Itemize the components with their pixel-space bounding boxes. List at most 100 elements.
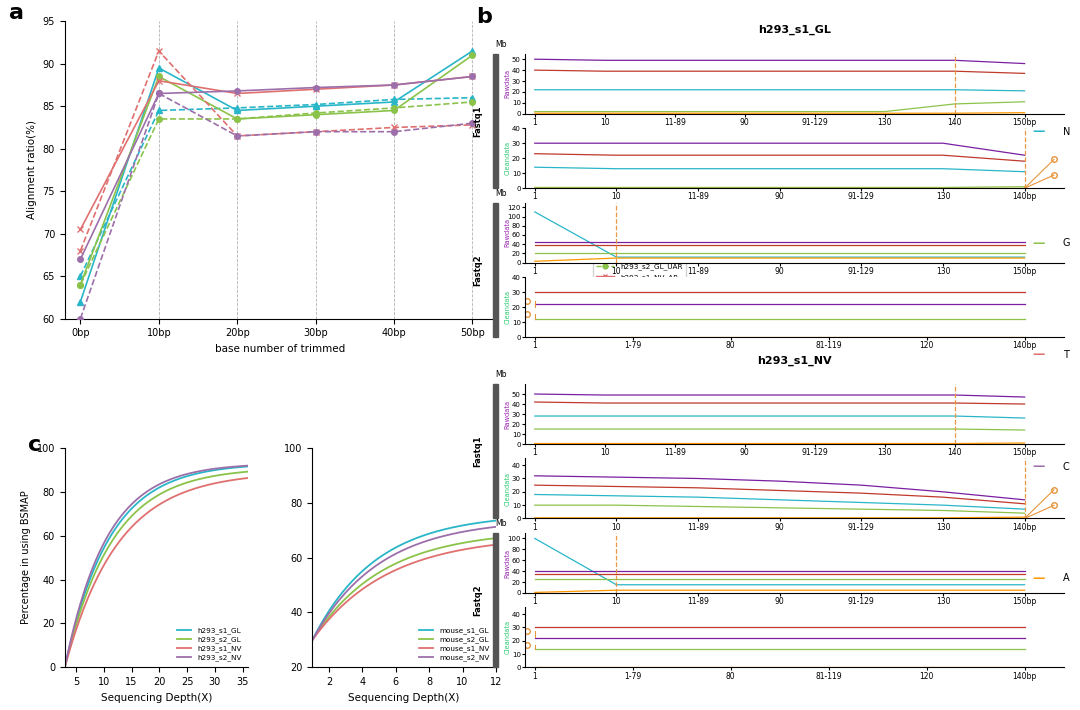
Line: mouse_s1_NV: mouse_s1_NV bbox=[312, 545, 496, 640]
Text: G: G bbox=[1063, 239, 1070, 248]
Legend: h293_s1_GL_AR, h293_s1_GL_UAR, h293_s2_GL_AR, h293_s2_GL_UAR, h293_s1_NV_AR, h29: h293_s1_GL_AR, h293_s1_GL_UAR, h293_s2_G… bbox=[593, 217, 686, 315]
mouse_s1_GL bbox=[489, 516, 502, 525]
mouse_s1_GL bbox=[306, 635, 319, 644]
h293_s2_NV bbox=[167, 474, 180, 482]
h293_s2_GL bbox=[171, 482, 184, 491]
Text: Mb: Mb bbox=[496, 519, 507, 528]
Text: h293_s1_GL: h293_s1_GL bbox=[758, 25, 831, 36]
mouse_s2_NV bbox=[415, 538, 428, 547]
mouse_s1_NV bbox=[460, 545, 473, 553]
h293_s1_NV bbox=[59, 661, 72, 670]
mouse_s1_NV bbox=[472, 542, 485, 551]
h293_s2_NV bbox=[242, 462, 255, 470]
mouse_s2_NV bbox=[306, 635, 319, 644]
Text: Cleandata: Cleandata bbox=[504, 621, 511, 655]
mouse_s2_NV bbox=[460, 527, 473, 535]
h293_s2_GL bbox=[167, 483, 180, 491]
X-axis label: Sequencing Depth(X): Sequencing Depth(X) bbox=[349, 693, 460, 703]
mouse_s1_NV bbox=[307, 635, 320, 643]
Text: Fastq1: Fastq1 bbox=[473, 435, 482, 467]
h293_s1_GL bbox=[58, 663, 71, 672]
h293_s1_NV bbox=[242, 474, 255, 482]
mouse_s2_GL bbox=[415, 549, 428, 557]
mouse_s1_NV bbox=[306, 635, 319, 644]
Text: b: b bbox=[476, 7, 492, 27]
h293_s1_NV bbox=[167, 493, 180, 501]
h293_s2_NV bbox=[59, 660, 72, 669]
Text: Mb: Mb bbox=[496, 40, 507, 49]
Line: h293_s1_GL: h293_s1_GL bbox=[65, 466, 248, 667]
h293_s1_GL bbox=[167, 476, 180, 485]
mouse_s2_GL bbox=[415, 549, 428, 557]
mouse_s2_GL bbox=[307, 635, 320, 643]
h293_s1_GL bbox=[213, 465, 226, 474]
Text: Fastq2: Fastq2 bbox=[473, 584, 482, 616]
mouse_s1_GL bbox=[415, 532, 428, 540]
Y-axis label: Alignment ratio(%): Alignment ratio(%) bbox=[27, 121, 37, 219]
Line: mouse_s1_GL: mouse_s1_GL bbox=[312, 520, 496, 640]
Text: N: N bbox=[1063, 127, 1070, 137]
h293_s1_GL bbox=[171, 475, 184, 484]
Text: Fastq2: Fastq2 bbox=[473, 254, 482, 285]
h293_s1_NV bbox=[171, 491, 184, 499]
Text: T: T bbox=[1063, 350, 1068, 360]
h293_s1_NV bbox=[225, 476, 238, 484]
h293_s1_GL bbox=[242, 462, 255, 471]
h293_s2_GL bbox=[242, 467, 255, 476]
h293_s2_NV bbox=[167, 474, 180, 483]
mouse_s1_NV bbox=[415, 556, 428, 564]
h293_s2_NV bbox=[58, 663, 71, 672]
mouse_s2_GL bbox=[472, 536, 485, 545]
X-axis label: Sequencing Depth(X): Sequencing Depth(X) bbox=[100, 693, 212, 703]
mouse_s2_GL bbox=[306, 635, 319, 644]
h293_s2_NV bbox=[213, 464, 226, 472]
mouse_s1_NV bbox=[489, 540, 502, 549]
Text: —: — bbox=[1032, 237, 1045, 250]
mouse_s1_GL bbox=[415, 532, 428, 540]
mouse_s1_GL bbox=[460, 520, 473, 529]
mouse_s2_GL bbox=[489, 534, 502, 542]
mouse_s1_NV bbox=[415, 556, 428, 564]
h293_s2_GL bbox=[167, 484, 180, 492]
Text: Mb: Mb bbox=[496, 370, 507, 379]
Text: C: C bbox=[1063, 462, 1069, 471]
h293_s2_NV bbox=[225, 463, 238, 471]
h293_s1_NV bbox=[58, 663, 71, 672]
Text: —: — bbox=[1032, 572, 1045, 584]
Text: —: — bbox=[1032, 460, 1045, 473]
Text: Cleandata: Cleandata bbox=[504, 290, 511, 324]
h293_s2_GL bbox=[213, 471, 226, 479]
Text: Cleandata: Cleandata bbox=[504, 471, 511, 506]
mouse_s1_GL bbox=[418, 531, 431, 540]
Line: h293_s2_GL: h293_s2_GL bbox=[65, 471, 248, 667]
h293_s2_NV bbox=[171, 473, 184, 481]
Line: h293_s1_NV: h293_s1_NV bbox=[65, 478, 248, 667]
h293_s2_GL bbox=[58, 663, 71, 672]
mouse_s2_NV bbox=[307, 635, 320, 643]
h293_s2_GL bbox=[59, 660, 72, 669]
Text: a: a bbox=[9, 4, 24, 23]
h293_s2_GL bbox=[225, 469, 238, 478]
Line: h293_s2_NV: h293_s2_NV bbox=[65, 466, 248, 667]
Text: Cleandata: Cleandata bbox=[504, 141, 511, 175]
Text: Rawdata: Rawdata bbox=[504, 548, 511, 577]
Text: Rawdata: Rawdata bbox=[504, 400, 511, 429]
h293_s1_GL bbox=[167, 476, 180, 485]
h293_s1_NV bbox=[167, 492, 180, 501]
Text: Fastq1: Fastq1 bbox=[473, 105, 482, 137]
Text: h293_s1_NV: h293_s1_NV bbox=[757, 356, 832, 366]
mouse_s2_NV bbox=[415, 539, 428, 547]
mouse_s2_NV bbox=[489, 523, 502, 531]
Line: mouse_s2_NV: mouse_s2_NV bbox=[312, 527, 496, 640]
Text: —: — bbox=[1032, 349, 1045, 361]
mouse_s2_NV bbox=[418, 537, 431, 546]
Text: Rawdata: Rawdata bbox=[504, 218, 511, 247]
mouse_s2_GL bbox=[418, 548, 431, 557]
h293_s1_NV bbox=[213, 478, 226, 486]
Text: A: A bbox=[1063, 573, 1069, 583]
X-axis label: base number of trimmed: base number of trimmed bbox=[215, 344, 346, 354]
Legend: h293_s1_GL, h293_s2_GL, h293_s1_NV, h293_s2_NV: h293_s1_GL, h293_s2_GL, h293_s1_NV, h293… bbox=[174, 624, 245, 664]
mouse_s2_GL bbox=[460, 538, 473, 547]
mouse_s1_NV bbox=[418, 555, 431, 563]
mouse_s2_NV bbox=[472, 525, 485, 533]
